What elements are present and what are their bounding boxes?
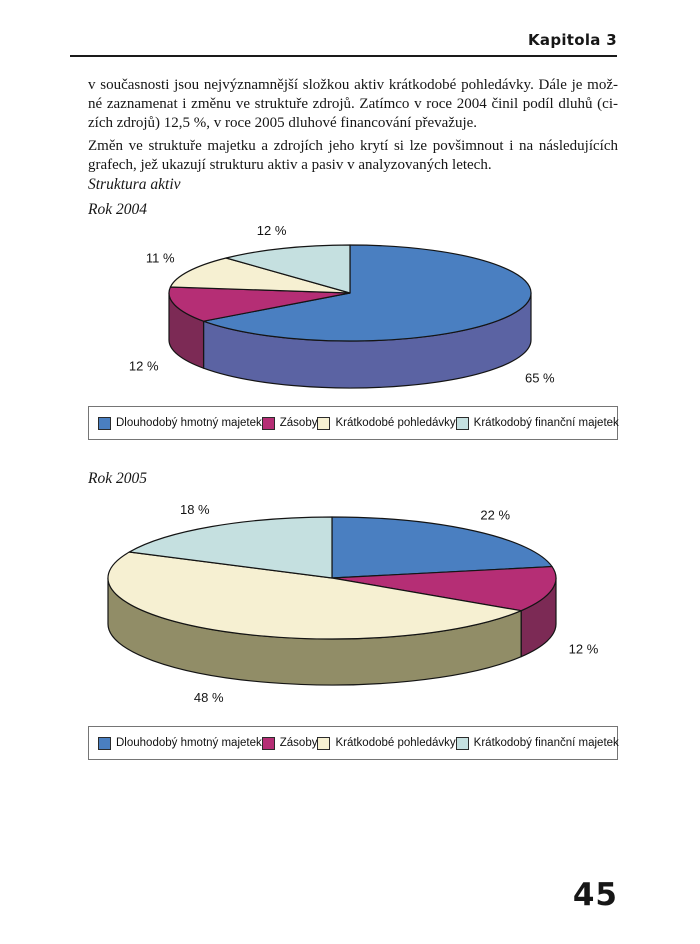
- pie-value-label: 18 %: [180, 502, 210, 517]
- legend-label: Krátkodobý finanční majetek: [473, 737, 619, 749]
- legend-item: Dlouhodobý hmotný majetek: [98, 736, 262, 750]
- legend-label: Krátkodobý finanční majetek: [473, 417, 619, 429]
- chapter-heading: Kapitola 3: [527, 31, 617, 49]
- legend-label: Zásoby: [279, 417, 318, 429]
- pie-value-label: 11 %: [146, 251, 175, 266]
- pie-slice: [168, 286, 351, 322]
- text-line: Změn ve struktuře majetku a zdrojích jeh…: [88, 138, 618, 154]
- legend-item: Krátkodobé pohledávky: [317, 416, 456, 430]
- legend-item: Krátkodobé pohledávky: [317, 736, 456, 750]
- text-line: grafech, jež ukazují strukturu aktiv a p…: [88, 157, 492, 173]
- pie-value-label: 22 %: [480, 507, 510, 522]
- legend-swatch-icon: [455, 736, 469, 750]
- chart-title-2004: Rok 2004: [88, 201, 147, 218]
- pie-slice: [331, 516, 553, 579]
- page-number: 45: [572, 877, 618, 913]
- text-line: zích zdrojů) 12,5 %, v roce 2005 dluhové…: [88, 115, 478, 131]
- pie-value-label: 12 %: [569, 641, 599, 656]
- legend-swatch-icon: [261, 416, 275, 430]
- pie-chart-2004: 65 % 12 % 11 % 12 %: [85, 218, 630, 413]
- pie-slice: [331, 565, 557, 612]
- pie-value-label: 65 %: [525, 370, 555, 385]
- legend-item: Zásoby: [261, 736, 318, 750]
- legend-label: Zásoby: [279, 737, 318, 749]
- legend-swatch-icon: [98, 736, 111, 750]
- section-title: Struktura aktiv: [88, 176, 181, 193]
- legend-label: Dlouhodobý hmotný majetek: [116, 417, 262, 429]
- legend-swatch-icon: [98, 416, 111, 430]
- chart-title-2005: Rok 2005: [88, 470, 147, 487]
- header-rule: [70, 55, 617, 57]
- pie-slice: [169, 257, 351, 294]
- pie-value-label: 48 %: [194, 690, 224, 705]
- paragraph-1: v současnosti jsou nejvýznamnější složko…: [88, 76, 618, 133]
- pie-chart-2005: 22 % 12 % 48 % 18 %: [80, 496, 640, 729]
- text-line: né zaznamenat i změnu ve struktuře zdroj…: [88, 96, 618, 112]
- legend-swatch-icon: [317, 736, 331, 750]
- pie-value-label: 12 %: [129, 358, 159, 373]
- pie-slice: [202, 244, 532, 342]
- legend-item: Krátkodobý finanční majetek: [455, 736, 619, 750]
- legend-swatch-icon: [455, 416, 469, 430]
- legend-swatch-icon: [261, 736, 275, 750]
- pie-chart-2005-canvas: 22 % 12 % 48 % 18 %: [107, 502, 599, 705]
- pie-slice: [225, 244, 351, 294]
- legend-label: Krátkodobé pohledávky: [335, 417, 456, 429]
- legend-item: Dlouhodobý hmotný majetek: [98, 416, 262, 430]
- paragraph-2: Změn ve struktuře majetku a zdrojích jeh…: [88, 137, 618, 175]
- chart-legend-2004: Dlouhodobý hmotný majetek Zásoby Krátkodob…: [88, 406, 619, 440]
- pie-chart-2004-canvas: 65 % 12 % 11 % 12 %: [129, 223, 555, 389]
- legend-swatch-icon: [317, 416, 331, 430]
- pie-slice: [128, 516, 333, 579]
- text-line: v současnosti jsou nejvýznamnější složko…: [88, 77, 618, 93]
- legend-item: Zásoby: [261, 416, 318, 430]
- legend-item: Krátkodobý finanční majetek: [455, 416, 619, 430]
- legend-label: Dlouhodobý hmotný majetek: [116, 737, 262, 749]
- legend-label: Krátkodobé pohledávky: [335, 737, 456, 749]
- chart-legend-2005: Dlouhodobý hmotný majetek Zásoby Krátkodob…: [88, 726, 619, 760]
- pie-slice: [107, 551, 522, 640]
- pie-value-label: 12 %: [257, 223, 287, 238]
